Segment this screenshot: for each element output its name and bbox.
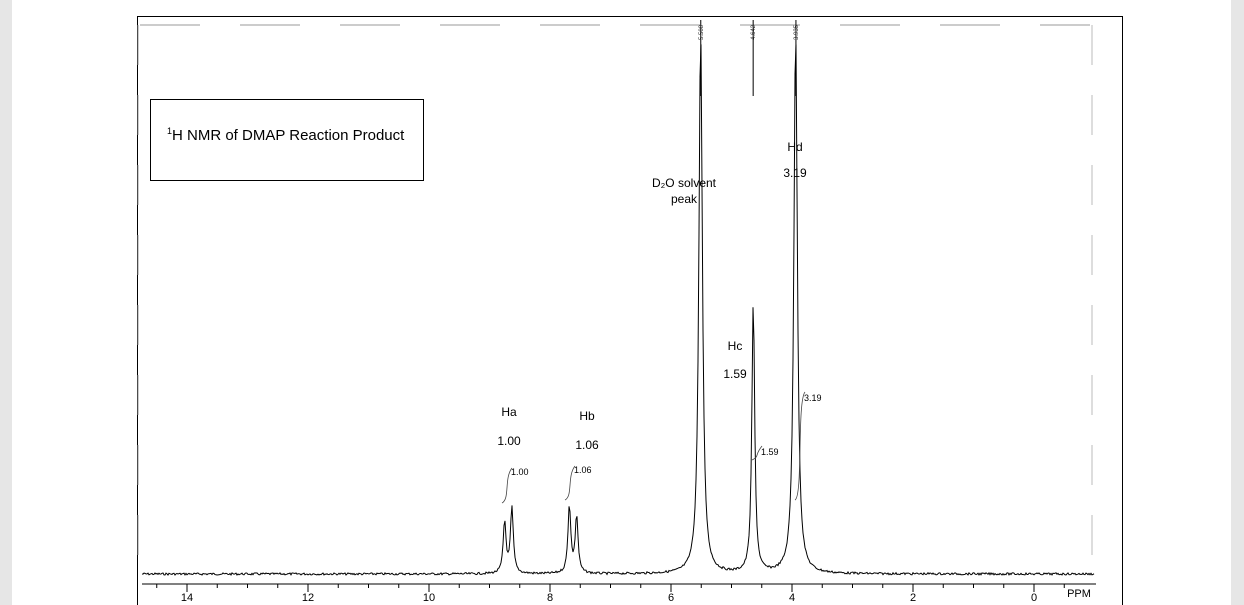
chart-title-box: 1H NMR of DMAP Reaction Product bbox=[150, 99, 424, 181]
peak-label: Hd bbox=[787, 140, 802, 154]
x-axis-label: PPM bbox=[1067, 588, 1091, 600]
x-tick-label: 10 bbox=[423, 592, 435, 604]
peak-marker-label: 3.935 bbox=[794, 24, 800, 40]
x-tick-label: 8 bbox=[547, 592, 553, 604]
solvent-label-line1: D₂O solvent bbox=[652, 176, 717, 190]
peak-label: Ha bbox=[501, 405, 517, 419]
peak-integration-value: 1.59 bbox=[723, 367, 747, 381]
chart-title: 1H NMR of DMAP Reaction Product bbox=[167, 126, 404, 144]
peak-label: Hb bbox=[579, 409, 595, 423]
integral-tag: 3.19 bbox=[804, 393, 822, 403]
solvent-label-line2: peak bbox=[671, 192, 698, 206]
integral-curve bbox=[501, 467, 513, 504]
spectrum-trace bbox=[141, 44, 1095, 577]
title-text: H NMR of DMAP Reaction Product bbox=[172, 127, 405, 144]
integral-tag: 1.06 bbox=[574, 465, 592, 475]
x-tick-label: 4 bbox=[789, 592, 795, 604]
x-tick-label: 2 bbox=[910, 592, 916, 604]
peak-marker-label: 5.508 bbox=[699, 24, 705, 40]
title-superscript: 1 bbox=[167, 126, 173, 136]
peak-integration-value: 1.00 bbox=[497, 434, 521, 448]
x-tick-label: 12 bbox=[302, 592, 314, 604]
peak-integration-value: 1.06 bbox=[575, 438, 599, 452]
document-page: 1H NMR of DMAP Reaction Product bbox=[12, 0, 1231, 605]
peak-label: Hc bbox=[728, 339, 743, 353]
x-tick-label: 0 bbox=[1031, 592, 1037, 604]
integral-tag: 1.59 bbox=[761, 447, 779, 457]
x-tick-label: 14 bbox=[181, 592, 193, 604]
peak-marker-label: 4.642 bbox=[751, 24, 757, 40]
integral-curve bbox=[564, 465, 576, 501]
integral-curve bbox=[751, 445, 763, 461]
integral-curve bbox=[794, 391, 806, 501]
x-tick-label: 6 bbox=[668, 592, 674, 604]
peak-integration-value: 3.19 bbox=[783, 166, 807, 180]
integral-tag: 1.00 bbox=[511, 467, 529, 477]
